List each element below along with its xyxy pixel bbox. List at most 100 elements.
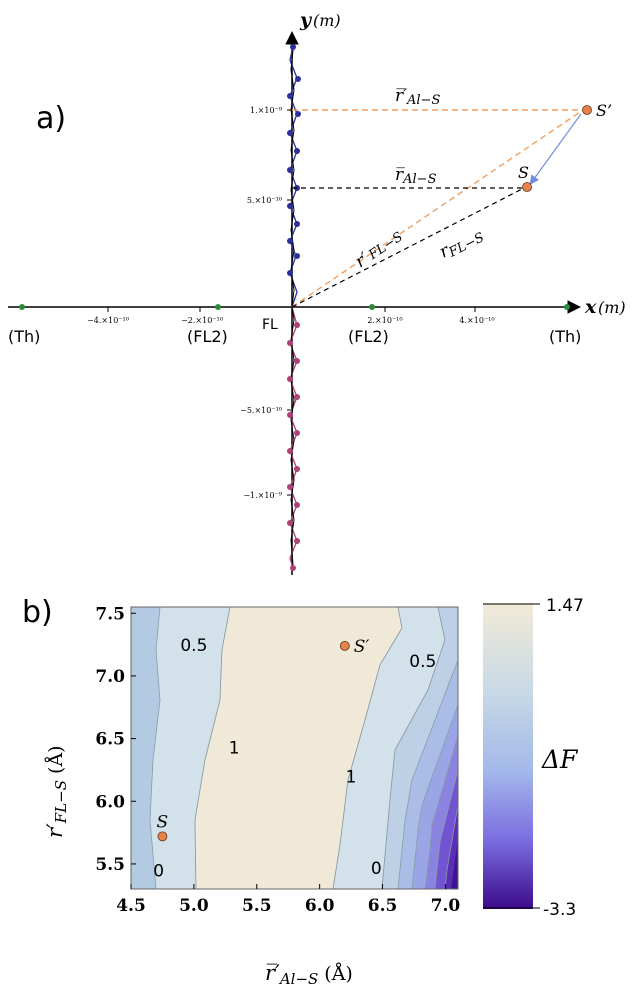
panel-b-label: b) [22, 595, 53, 630]
panel-b: b) 0.5 0.5 1 1 0 0 4.5 5.0 5.5 6.0 6.5 7.0 5.5 6.0 6.… [22, 595, 584, 988]
x-tick-label: 4.5 [116, 896, 146, 916]
plot-point [157, 831, 168, 842]
y-tick-label: −1.×10⁻⁹ [243, 491, 282, 500]
label-r-fl-s-sub: FL−S [446, 230, 487, 261]
y-tick-label: 6.5 [95, 730, 125, 750]
y-tick-label: 1.×10⁻⁹ [250, 106, 283, 115]
contour-region-left [131, 607, 160, 889]
contour-label: 0 [371, 859, 382, 879]
x-tick-label: 2.×10⁻¹⁰ [367, 316, 402, 325]
contour-label: 0 [153, 861, 164, 881]
atom [287, 93, 293, 99]
arrow-s-prime-to-s [529, 113, 582, 185]
chain-upper-backbone [290, 49, 295, 308]
panel-a: a) y (m) x (m) 1.×10⁻⁹ 5.×10⁻¹⁰ −5.×10⁻¹… [8, 9, 626, 575]
y-tick-label: 6.0 [95, 792, 125, 812]
contour-label: 0.5 [180, 636, 207, 656]
x-axis-title-main: r̅′ [265, 961, 280, 985]
atom-fl2-right [369, 304, 375, 310]
y-axis-title-main: r′ [43, 823, 67, 838]
atom [287, 520, 293, 526]
y-axis-title: r′FL−S (Å) [43, 745, 70, 838]
y-tick-label: −5.×10⁻¹⁰ [240, 406, 282, 415]
atom [287, 203, 293, 209]
site-label-fl2-left: (FL2) [187, 327, 228, 346]
site-label-fl: FL [262, 317, 278, 333]
atom [294, 538, 300, 544]
atom [294, 466, 300, 472]
atom [287, 238, 293, 244]
x-axis-unit: (m) [598, 298, 626, 317]
y-axis-label: y [299, 9, 313, 31]
atom [287, 376, 293, 382]
atom [287, 412, 293, 418]
atom [294, 148, 300, 154]
panel-a-label: a) [36, 101, 66, 136]
atom [294, 253, 300, 259]
label-r-fl-s-prime-sub: FL−S [365, 229, 405, 263]
x-tick-label: 5.0 [179, 896, 209, 916]
y-axis-unit: (m) [313, 11, 341, 30]
x-axis-title-unit: (Å) [324, 963, 353, 985]
atom [295, 111, 301, 117]
point-s-prime-label: S’ [596, 101, 612, 120]
atom [287, 167, 293, 173]
contour-label: 1 [346, 767, 357, 787]
colorbar [483, 603, 533, 909]
label-r-al-s-prime-main: r̅′ [395, 86, 407, 106]
site-label-th-left: (Th) [8, 327, 40, 346]
atom [294, 358, 300, 364]
colorbar-max: 1.47 [546, 596, 584, 616]
chain-upper-atoms [287, 44, 301, 276]
label-r-al-s-prime-sub: Al−S [406, 93, 440, 108]
x-axis-title-sub: Al−S [278, 970, 318, 988]
y-tick-label: 5.5 [95, 855, 125, 875]
atom [287, 448, 293, 454]
x-tick-label: 6.0 [305, 896, 335, 916]
contour-band-r7 [451, 838, 458, 889]
label-r-fl-s: rFL−S [436, 224, 487, 264]
atom [287, 340, 293, 346]
atom-fl2-left [215, 304, 221, 310]
y-tick-label: 5.×10⁻¹⁰ [247, 196, 282, 205]
colorbar-label: ΔF [541, 745, 579, 774]
plot-frame [130, 606, 459, 890]
y-tick-label: 7.5 [95, 604, 125, 624]
chain-lower-atoms [287, 322, 300, 571]
plot-points: S S′ [156, 637, 370, 842]
atom [294, 502, 300, 508]
atom-th-left [19, 304, 25, 310]
contour-label: 1 [229, 739, 240, 759]
atom [287, 270, 293, 276]
label-r-al-s-sub: Al−S [402, 172, 436, 187]
x-axis-title: r̅′Al−S (Å) [265, 961, 353, 988]
atom [290, 565, 296, 571]
atom [290, 44, 296, 50]
label-r-fl-s-prime: r′FL−S [352, 226, 407, 272]
point-s [522, 182, 532, 192]
plot-point-label: S′ [354, 637, 370, 657]
contour-plot [131, 607, 458, 889]
plot-point-label: S [156, 812, 168, 832]
point-s-label: S [518, 163, 529, 182]
plot-ticks: 4.5 5.0 5.5 6.0 6.5 7.0 5.5 6.0 6.5 7.0 7.5 [95, 604, 460, 916]
x-tick-label: 6.5 [368, 896, 398, 916]
contour-labels: 0.5 0.5 1 1 0 0 [153, 636, 436, 882]
y-axis-title-unit: (Å) [45, 745, 67, 774]
x-tick-label: 5.5 [242, 896, 272, 916]
point-s-prime [582, 105, 592, 115]
atom [294, 221, 300, 227]
colorbar-min: -3.3 [543, 900, 576, 920]
x-tick-label: −4.×10⁻¹⁰ [87, 316, 129, 325]
label-r-al-s-main: r̅ [395, 165, 405, 185]
x-axis-label: x [584, 296, 597, 318]
atom [287, 484, 293, 490]
y-tick-label: 7.0 [95, 667, 125, 687]
x-tick-label: 7.0 [431, 896, 461, 916]
dash-fl-s-prime [291, 109, 584, 308]
atom [294, 322, 300, 328]
atom-th-right [564, 304, 570, 310]
atom [287, 130, 293, 136]
atom [294, 394, 300, 400]
